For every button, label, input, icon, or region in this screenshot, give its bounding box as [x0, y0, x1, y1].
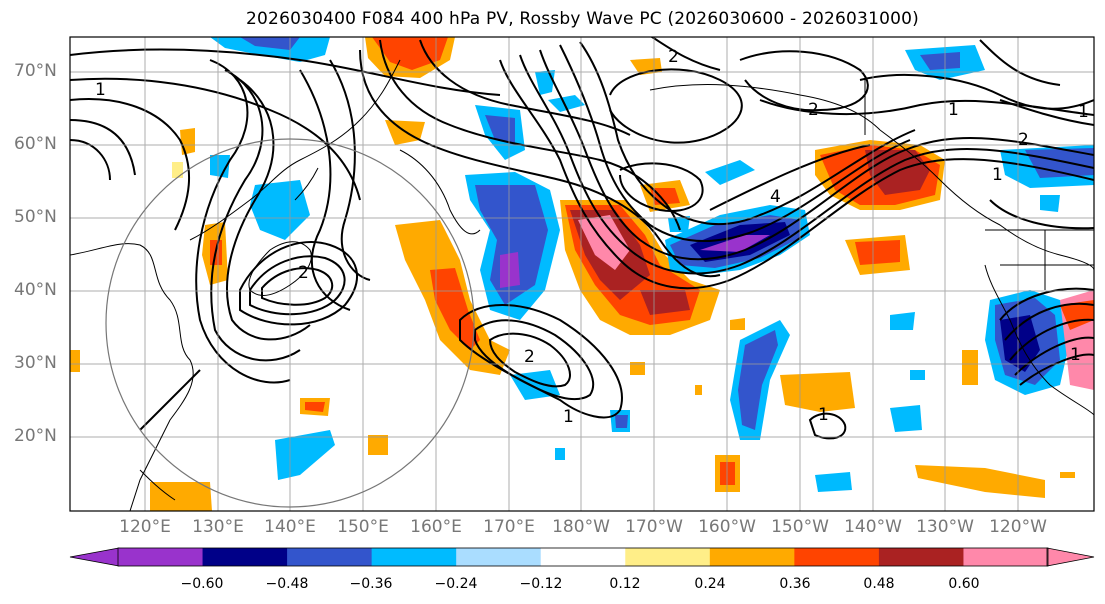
colorbar-segment — [878, 548, 964, 566]
colorbar — [69, 547, 1095, 567]
colorbar-tick-label: −0.36 — [349, 576, 393, 592]
colorbar-tick-label: −0.12 — [519, 576, 563, 592]
colorbar-extend-low — [69, 547, 120, 567]
colorbar-segment — [963, 548, 1049, 566]
contour-label: 1 — [95, 80, 106, 100]
colorbar-extend-high — [1046, 547, 1095, 567]
map-title: 2026030400 F084 400 hPa PV, Rossby Wave … — [246, 9, 919, 29]
contour-label-group: 1 2 2 2 1 1 1 2 2 4 1 1 1 — [95, 47, 1089, 427]
colorbar-tick-label: 0.12 — [609, 576, 641, 592]
lon-label: 140°W — [844, 517, 902, 537]
lat-label: 30°N — [14, 353, 57, 373]
contour-label: 2 — [808, 100, 819, 120]
colorbar-tick-label: 0.36 — [779, 576, 811, 592]
lon-label: 150°E — [337, 517, 389, 537]
lon-label: 120°W — [989, 517, 1047, 537]
lon-label: 160°E — [410, 517, 462, 537]
colorbar-tick-label: 0.24 — [694, 576, 726, 592]
pv-contours — [70, 37, 1094, 440]
colorbar-segment — [118, 548, 204, 566]
colorbar-segment — [794, 548, 880, 566]
colorbar-segment — [709, 548, 795, 566]
colorbar-segment — [371, 548, 457, 566]
lon-label: 160°W — [698, 517, 756, 537]
lon-label: 180°W — [552, 517, 610, 537]
lon-label: 170°E — [483, 517, 535, 537]
lat-label: 20°N — [14, 426, 57, 446]
lon-label: 170°W — [625, 517, 683, 537]
lon-label: 130°E — [192, 517, 244, 537]
contour-label: 1 — [563, 407, 574, 427]
lat-label: 40°N — [14, 280, 57, 300]
colorbar-segment — [287, 548, 373, 566]
colorbar-segment — [625, 548, 711, 566]
lon-label: 140°E — [264, 517, 316, 537]
colorbar-outline — [117, 547, 1049, 567]
range-ring — [105, 138, 475, 508]
contour-label: 1 — [992, 165, 1003, 185]
colorbar-segment — [540, 548, 626, 566]
colorbar-tick-label: −0.24 — [434, 576, 478, 592]
lat-label: 50°N — [14, 207, 57, 227]
lat-label: 70°N — [14, 61, 57, 81]
lat-label: 60°N — [14, 134, 57, 154]
colorbar-tick-label: 0.48 — [863, 576, 895, 592]
lon-label: 120°E — [119, 517, 171, 537]
contour-label: 2 — [668, 47, 679, 67]
lon-label: 150°W — [771, 517, 829, 537]
colorbar-tick-label: −0.60 — [180, 576, 224, 592]
colorbar-tick-label: −0.48 — [265, 576, 309, 592]
contour-label: 2 — [1018, 130, 1029, 150]
contour-label: 2 — [298, 263, 309, 283]
lon-label: 130°W — [916, 517, 974, 537]
contour-label: 1 — [818, 405, 829, 425]
colorbar-segment — [202, 548, 288, 566]
contour-label: 2 — [524, 347, 535, 367]
contour-label: 1 — [1070, 345, 1081, 365]
contour-label: 4 — [770, 187, 781, 207]
colorbar-tick-label: 0.60 — [948, 576, 980, 592]
coastlines — [70, 59, 1094, 511]
colorbar-segment — [456, 548, 542, 566]
contour-label: 1 — [948, 100, 959, 120]
contour-label: 1 — [1078, 102, 1089, 122]
graticule — [70, 37, 1094, 511]
map-frame — [69, 36, 1095, 512]
